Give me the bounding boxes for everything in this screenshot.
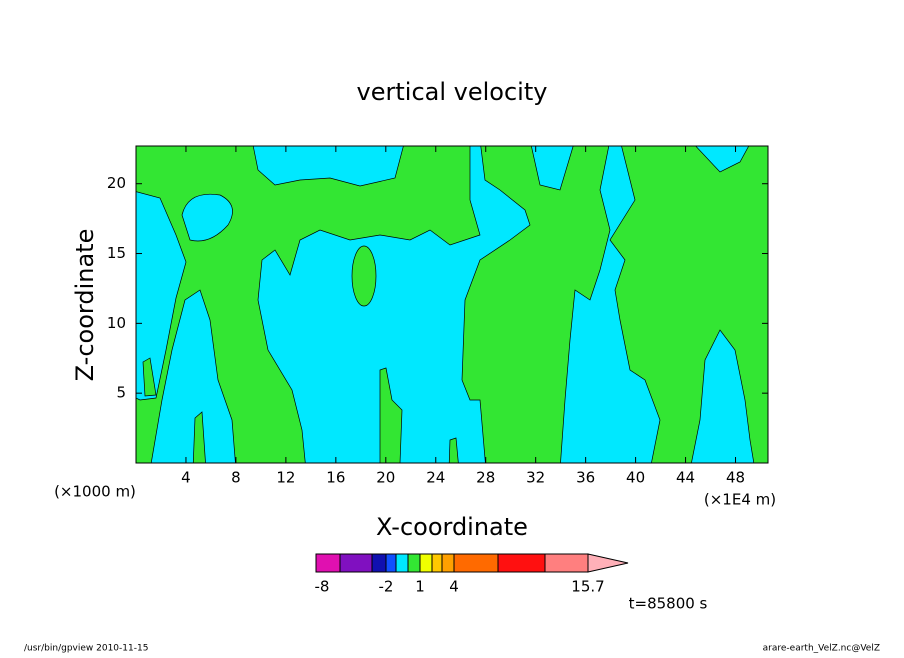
x-tick-label: 28 bbox=[476, 469, 495, 487]
contour-region bbox=[609, 146, 768, 463]
contour-region bbox=[448, 437, 459, 463]
x-tick-label: 44 bbox=[676, 469, 695, 487]
colorbar-box bbox=[371, 553, 387, 573]
contour-region bbox=[695, 146, 750, 173]
x-unit-label: (×1000 m) bbox=[54, 483, 136, 501]
colorbar-label: 4 bbox=[449, 578, 459, 596]
contour-region bbox=[181, 193, 233, 242]
x-tick-label: 32 bbox=[526, 469, 545, 487]
contour-region bbox=[461, 146, 611, 463]
contour-region bbox=[136, 191, 187, 401]
contour-region bbox=[351, 245, 377, 307]
colorbar-box bbox=[431, 553, 443, 573]
colorbar-box bbox=[315, 553, 341, 573]
colorbar-box bbox=[385, 553, 397, 573]
footer: /usr/bin/gpview 2010-11-15 bbox=[24, 644, 148, 654]
contour-region bbox=[192, 411, 206, 463]
x-tick-label: 40 bbox=[626, 469, 645, 487]
x-unit-label: (×1E4 m) bbox=[704, 491, 776, 509]
contour-region bbox=[379, 367, 403, 463]
time-label: t=85800 s bbox=[629, 595, 708, 613]
y-tick-label: 5 bbox=[116, 384, 126, 402]
y-tick-label: 15 bbox=[107, 244, 126, 262]
colorbar-box bbox=[497, 553, 546, 573]
colorbar-label: 15.7 bbox=[571, 578, 604, 596]
colorbar-box bbox=[339, 553, 373, 573]
x-tick-label: 36 bbox=[576, 469, 595, 487]
colorbar-arrow bbox=[587, 553, 629, 573]
x-tick-label: 8 bbox=[231, 469, 241, 487]
y-tick-label: 10 bbox=[107, 314, 126, 332]
colorbar-box bbox=[453, 553, 499, 573]
colorbar-box bbox=[544, 553, 589, 573]
colorbar-label: 1 bbox=[415, 578, 425, 596]
x-tick-label: 12 bbox=[276, 469, 295, 487]
x-axis-label: X-coordinate bbox=[376, 513, 528, 541]
y-tick-label: 20 bbox=[107, 174, 126, 192]
x-tick-label: 48 bbox=[726, 469, 745, 487]
x-tick-label: 24 bbox=[426, 469, 445, 487]
colorbar-box bbox=[419, 553, 433, 573]
colorbar-box bbox=[407, 553, 421, 573]
colorbar-label: -8 bbox=[315, 578, 330, 596]
contour-region bbox=[142, 357, 157, 397]
y-axis-label: Z-coordinate bbox=[71, 229, 99, 382]
x-tick-label: 16 bbox=[326, 469, 345, 487]
colorbar-label: -2 bbox=[379, 578, 394, 596]
chart-title: vertical velocity bbox=[357, 78, 548, 106]
x-tick-label: 20 bbox=[376, 469, 395, 487]
plot-frame bbox=[135, 145, 769, 464]
colorbar-box bbox=[395, 553, 409, 573]
contour-region bbox=[252, 146, 404, 187]
contour-field bbox=[136, 146, 768, 463]
colorbar-box bbox=[441, 553, 455, 573]
footer: arare-earth_VelZ.nc@VelZ bbox=[763, 644, 880, 654]
x-tick-label: 4 bbox=[181, 469, 191, 487]
